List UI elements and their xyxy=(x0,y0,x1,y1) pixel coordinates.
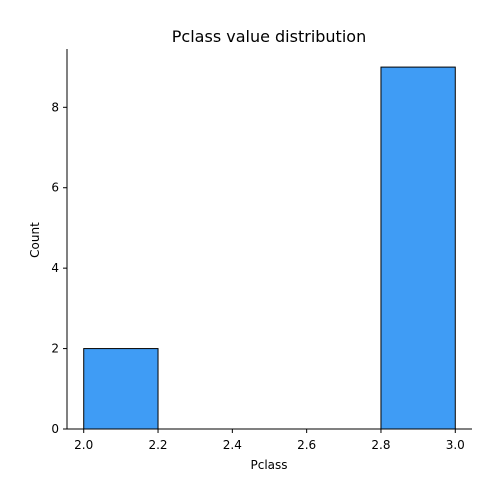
x-tick-label: 2.2 xyxy=(148,438,167,452)
histogram-bar-0 xyxy=(83,348,159,430)
y-tick-label: 8 xyxy=(51,100,59,114)
ticks-layer: 2.0 2.2 2.4 2.6 2.8 3.0 0 2 4 6 8 xyxy=(51,100,464,452)
x-tick-label: 2.4 xyxy=(223,438,242,452)
x-tick-label: 2.0 xyxy=(74,438,93,452)
histogram-bar-4 xyxy=(380,66,456,430)
x-tick-label: 2.8 xyxy=(371,438,390,452)
y-tick-label: 2 xyxy=(51,342,59,356)
bars-layer xyxy=(83,66,456,430)
x-tick-label: 2.6 xyxy=(297,438,316,452)
y-tick-label: 4 xyxy=(51,261,59,275)
y-axis-label: Count xyxy=(28,222,42,258)
chart-title: Pclass value distribution xyxy=(172,27,366,46)
axes-layer xyxy=(66,49,472,430)
x-tick-label: 3.0 xyxy=(446,438,465,452)
y-tick-label: 0 xyxy=(51,422,59,436)
y-tick-label: 6 xyxy=(51,181,59,195)
x-axis-label: Pclass xyxy=(250,458,287,472)
